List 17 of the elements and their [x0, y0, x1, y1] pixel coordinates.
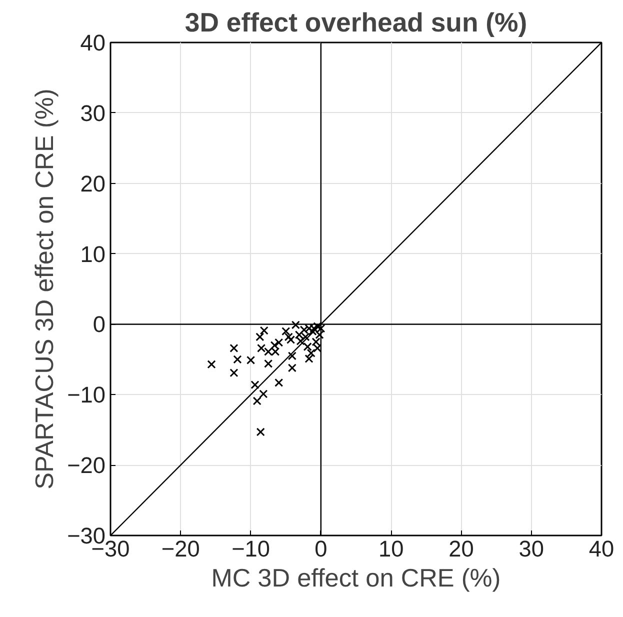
- y-tick-label: 0: [92, 311, 106, 338]
- x-tick-label: 10: [378, 536, 404, 562]
- x-tick-label: 30: [518, 536, 544, 562]
- y-tick-label: −20: [67, 452, 106, 478]
- x-tick-label: −20: [161, 536, 200, 562]
- y-tick-label: 40: [80, 30, 106, 56]
- x-tick-label: 0: [314, 536, 328, 562]
- x-axis-title: MC 3D effect on CRE (%): [211, 564, 501, 592]
- y-axis-title: SPARTACUS 3D effect on CRE (%): [31, 88, 60, 490]
- x-tick-label: 40: [588, 536, 614, 562]
- y-tick-label: 10: [80, 240, 106, 267]
- x-tick-label: 20: [448, 536, 474, 562]
- chart-title: 3D effect overhead sun (%): [184, 8, 528, 38]
- x-tick-label: −10: [232, 536, 270, 562]
- y-tick-label: −10: [67, 382, 106, 408]
- y-tick-label: 30: [80, 100, 106, 126]
- y-tick-label: 20: [80, 170, 106, 196]
